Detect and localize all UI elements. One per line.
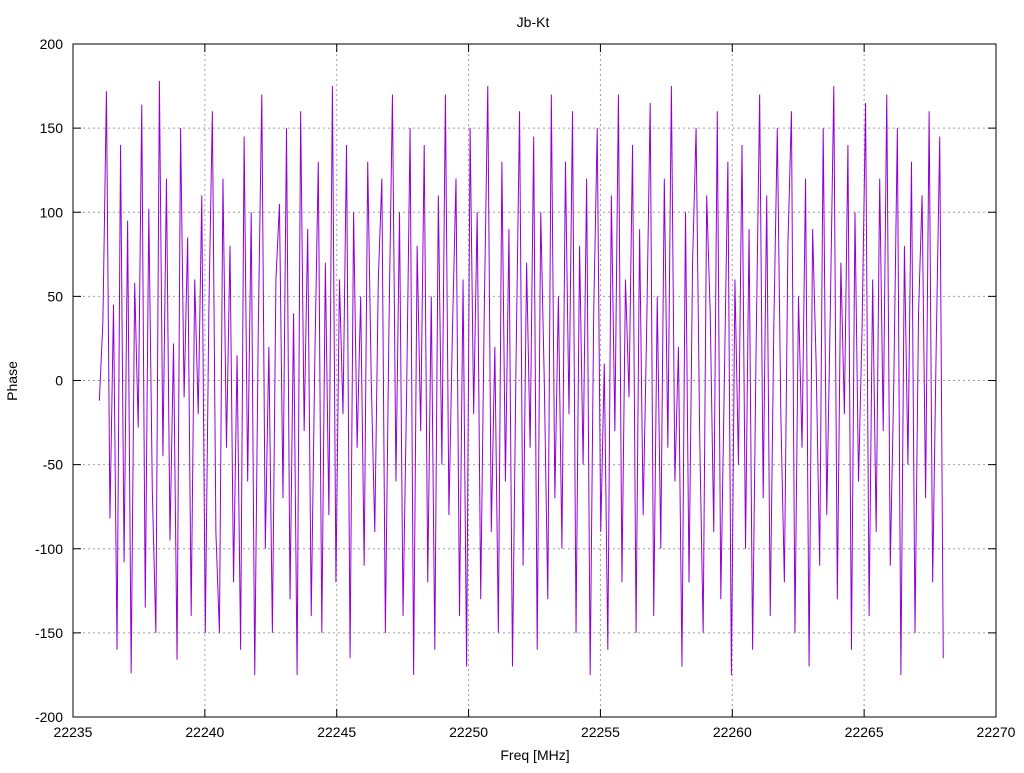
y-tick-label: 200 bbox=[40, 36, 64, 52]
tick-labels: 22235 22240 22245 22250 22255 22260 22265 22270… bbox=[35, 36, 1016, 740]
y-tick-label: 100 bbox=[40, 204, 64, 220]
x-tick-label: 22255 bbox=[581, 724, 620, 740]
y-tick-label: -150 bbox=[35, 625, 63, 641]
x-tick-label: 22265 bbox=[845, 724, 884, 740]
x-tick-label: 22245 bbox=[317, 724, 356, 740]
x-tick-label: 22235 bbox=[54, 724, 93, 740]
x-tick-label: 22260 bbox=[713, 724, 752, 740]
y-tick-label: 150 bbox=[40, 120, 64, 136]
phase-series-line bbox=[98, 81, 944, 675]
ticks bbox=[72, 43, 997, 718]
x-tick-label: 22270 bbox=[977, 724, 1016, 740]
y-axis-label: Phase bbox=[4, 361, 20, 401]
y-tick-label: 0 bbox=[55, 373, 63, 389]
x-tick-label: 22240 bbox=[185, 724, 224, 740]
chart-title: Jb-Kt bbox=[517, 14, 550, 30]
x-axis-label: Freq [MHz] bbox=[500, 747, 569, 763]
y-tick-label: -50 bbox=[43, 457, 63, 473]
x-tick-label: 22250 bbox=[449, 724, 488, 740]
series-layer bbox=[98, 81, 944, 675]
y-tick-label: 50 bbox=[47, 288, 63, 304]
y-tick-label: -100 bbox=[35, 541, 63, 557]
y-tick-label: -200 bbox=[35, 709, 63, 725]
